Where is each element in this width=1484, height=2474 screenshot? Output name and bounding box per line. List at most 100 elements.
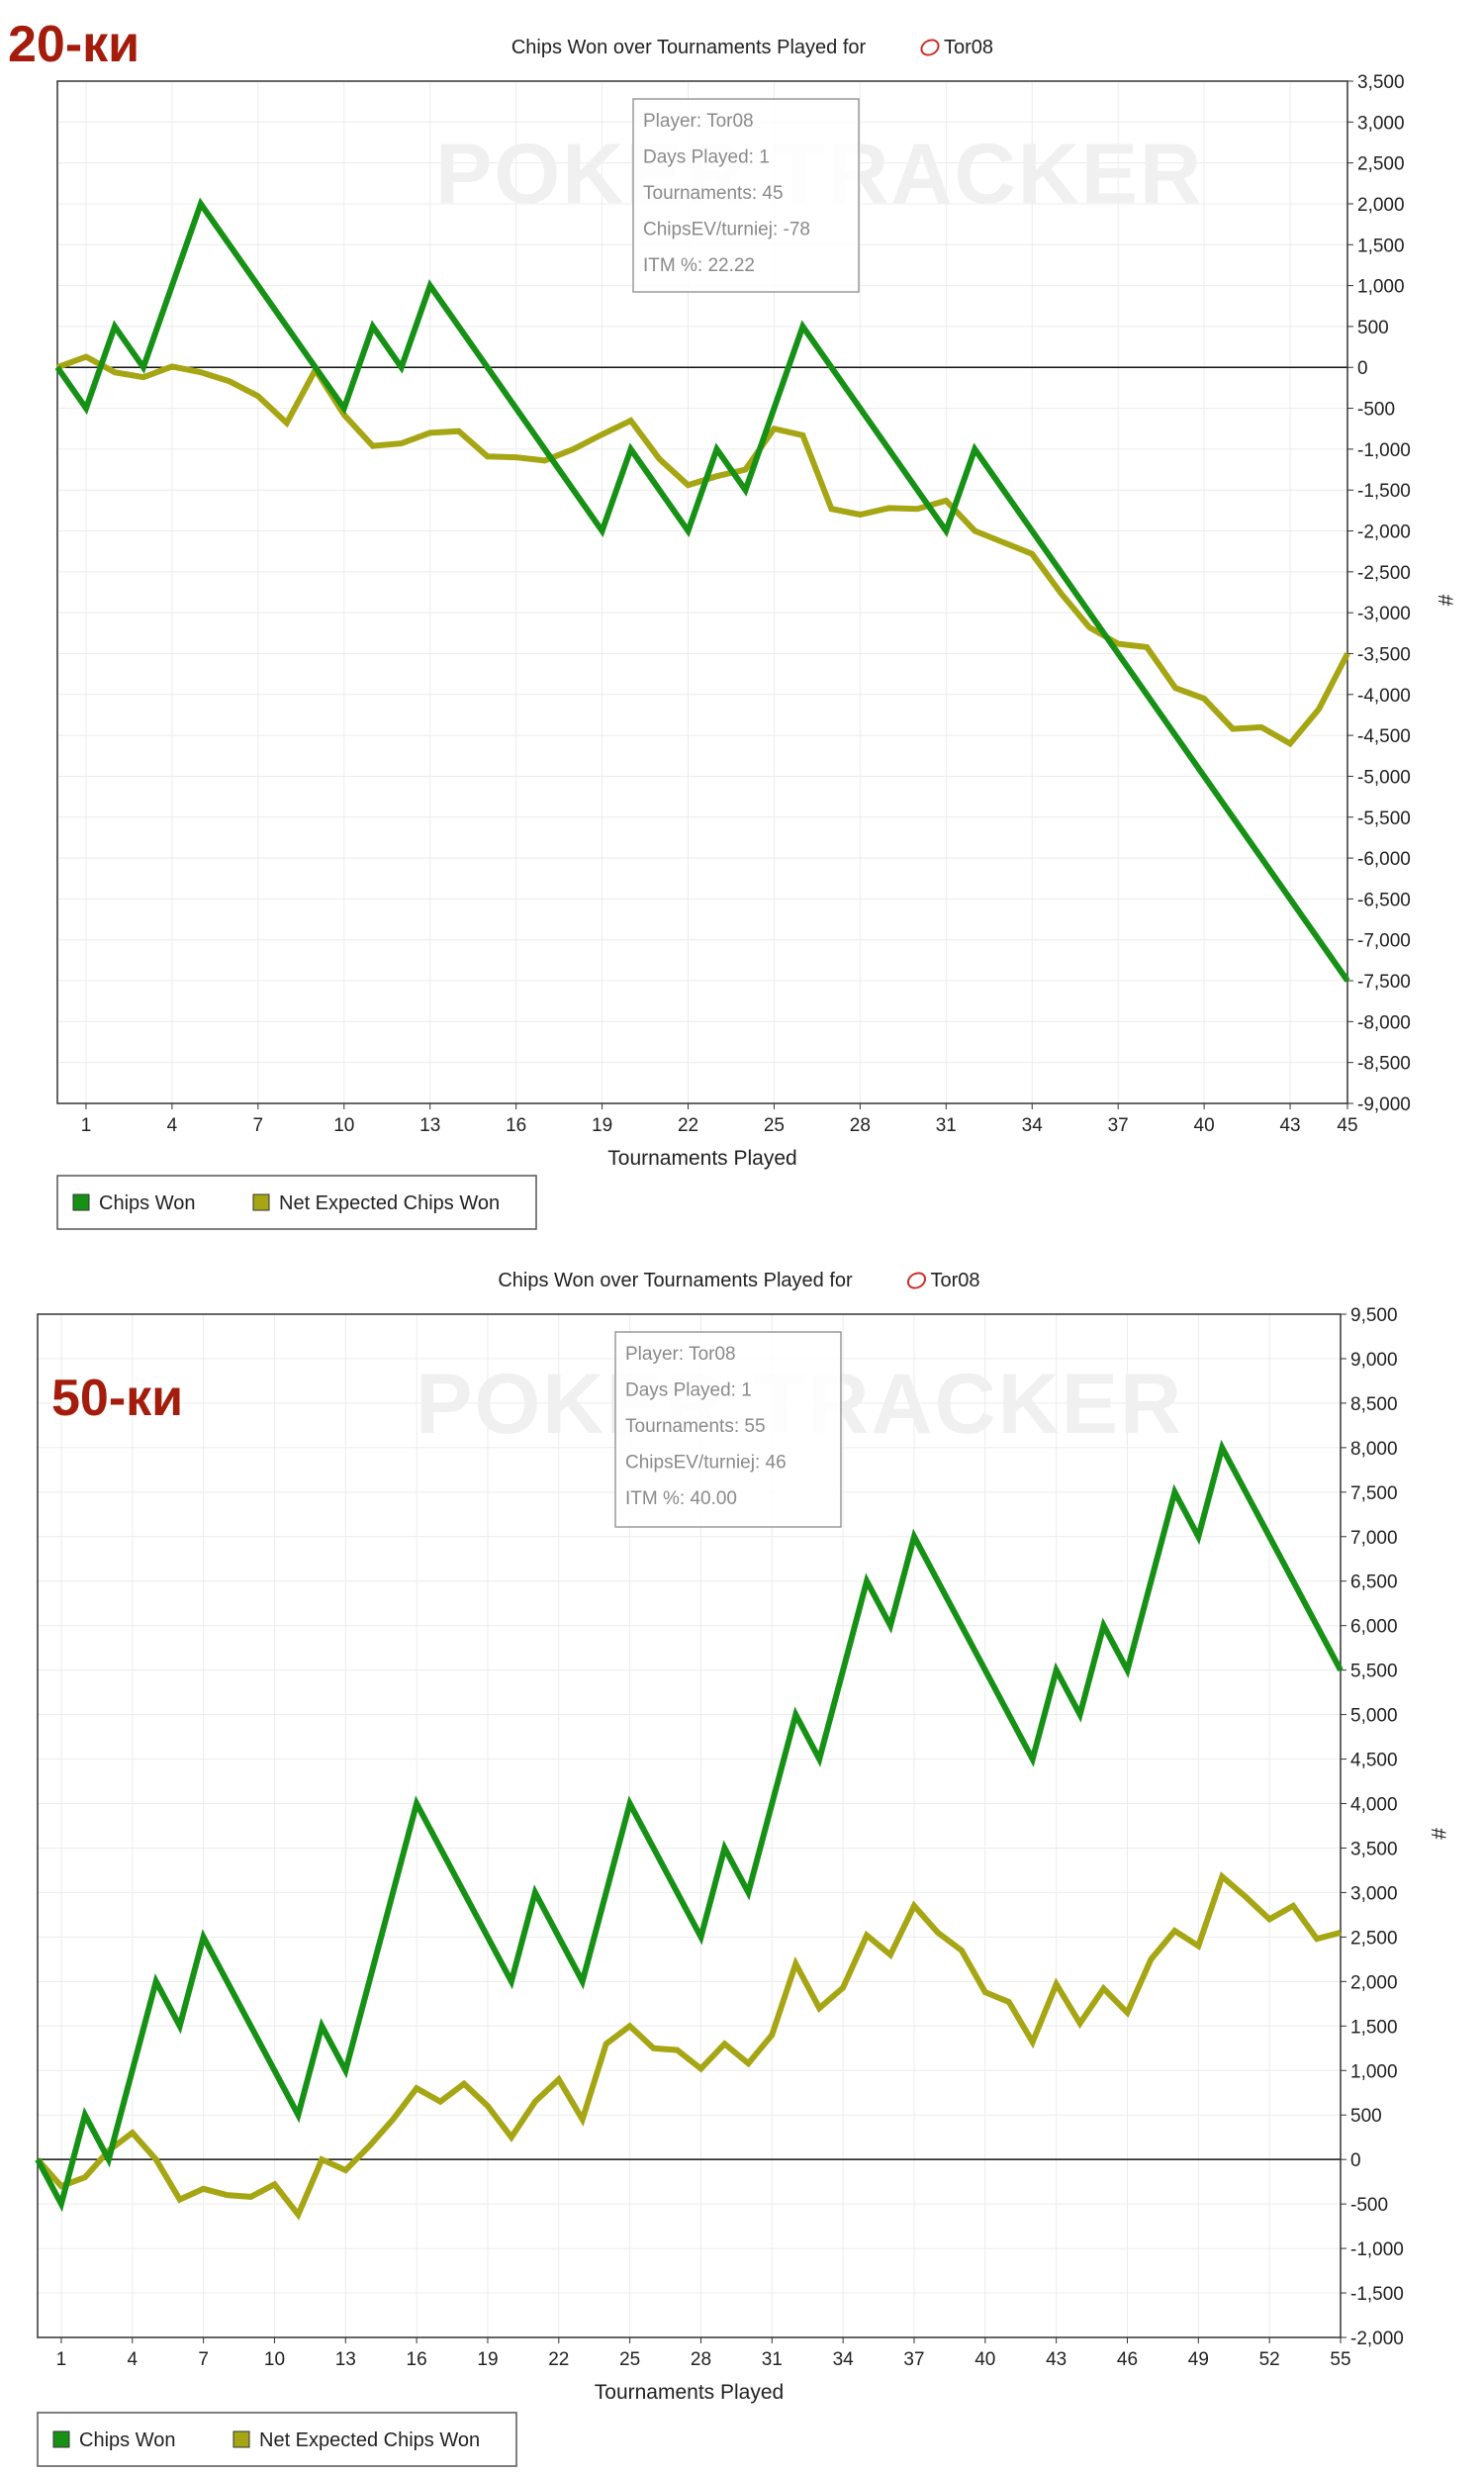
x-tick-label: 16	[407, 2349, 427, 2370]
y-tick-label: -8,000	[1357, 1012, 1411, 1033]
y-tick-label: -3,500	[1357, 644, 1411, 665]
legend-box	[56, 1175, 537, 1230]
x-tick-label: 46	[1117, 2349, 1138, 2370]
y-tick-label: -1,500	[1357, 481, 1411, 502]
x-axis-title: Tournaments Played	[595, 2381, 784, 2404]
legend-box	[37, 2412, 517, 2467]
stats-tooltip: Player: Tor08 Days Played: 1 Tournaments: …	[632, 98, 860, 293]
series-line-net-expected-chips-won	[55, 353, 1350, 748]
tooltip-line: Tournaments: 45	[643, 183, 784, 204]
x-tick-label: 4	[167, 1115, 178, 1136]
plot-frame	[56, 80, 1348, 1104]
x-tick-label: 31	[762, 2349, 783, 2370]
y-tick-label: -6,500	[1357, 890, 1411, 910]
y-tick-label: -8,500	[1357, 1054, 1411, 1075]
y-tick-label: -1,500	[1350, 2284, 1404, 2305]
y-tick-label: 7,000	[1350, 1528, 1398, 1549]
x-tick-label: 49	[1188, 2349, 1209, 2370]
legend-item-net-expected-chips-won-swatch	[252, 1193, 270, 1211]
tooltip-line: ChipsEV/turniej: 46	[625, 1453, 787, 1474]
tooltip-box	[632, 98, 860, 293]
y-tick-label: -4,500	[1357, 726, 1411, 747]
y-tick-label: 2,500	[1350, 1928, 1398, 1949]
x-tick-label: 22	[678, 1115, 698, 1136]
y-tick-label: 5,000	[1350, 1706, 1398, 1727]
chart-panel-2: Chips Won over Tournaments Played for Tor…	[0, 1237, 1484, 2474]
tooltip-line: Tournaments: 55	[625, 1416, 766, 1437]
y-tick-label: 500	[1357, 318, 1389, 338]
x-tick-label: 22	[548, 2349, 569, 2370]
x-tick-label: 7	[253, 1115, 264, 1136]
x-tick-label: 25	[619, 2349, 640, 2370]
tooltip-line: ITM %: 40.00	[625, 1488, 737, 1509]
y-axis-title: #	[1427, 1828, 1449, 1840]
y-tick-label: -500	[1357, 400, 1395, 421]
x-tick-label: 34	[1022, 1115, 1044, 1136]
y-tick-label: 1,000	[1357, 277, 1405, 298]
x-tick-label: 55	[1330, 2349, 1350, 2370]
legend: Chips Won Net Expected Chips Won	[37, 2412, 517, 2467]
x-axis: 1 4 7 10 13 16 19 22 25 28 31 34 37 40 43 45	[81, 1103, 1358, 1136]
player-name: Tor08	[931, 1270, 980, 1291]
y-tick-label: -6,000	[1357, 849, 1411, 870]
corner-label: 20-ки	[8, 16, 139, 73]
x-tick-label: 4	[127, 2349, 138, 2370]
x-tick-label: 13	[335, 2349, 356, 2370]
y-axis: -9,000 -8,500 -8,000 -7,500 -7,000 -6,500 -6,0…	[1347, 72, 1411, 1115]
legend: Chips Won Net Expected Chips Won	[56, 1175, 537, 1230]
y-tick-label: -9,000	[1357, 1094, 1411, 1115]
y-tick-label: 3,000	[1350, 1883, 1398, 1904]
x-tick-label: 10	[264, 2349, 285, 2370]
tooltip-line: ITM %: 22.22	[643, 255, 755, 276]
y-axis: -2,000 -1,500 -1,000 -500 0 500 1,000 1,500 2,00…	[1341, 1305, 1404, 2349]
x-tick-label: 19	[477, 2349, 498, 2370]
y-tick-label: 5,500	[1350, 1662, 1398, 1682]
x-tick-label: 13	[419, 1115, 440, 1136]
y-tick-label: 3,500	[1357, 72, 1405, 93]
y-tick-label: -5,000	[1357, 767, 1411, 788]
legend-item-net-expected-chips-won-label: Net Expected Chips Won	[259, 2429, 480, 2451]
x-tick-label: 16	[506, 1115, 526, 1136]
legend-item-chips-won-swatch	[72, 1193, 90, 1211]
legend-item-net-expected-chips-won-swatch	[232, 2430, 250, 2448]
chart-title: Chips Won over Tournaments Played for	[511, 37, 867, 58]
x-tick-label: 34	[833, 2349, 855, 2370]
x-tick-label: 28	[850, 1115, 871, 1136]
x-tick-label: 31	[936, 1115, 957, 1136]
chart-title: Chips Won over Tournaments Played for	[498, 1270, 853, 1291]
x-tick-label: 10	[333, 1115, 354, 1136]
y-tick-label: -3,000	[1357, 604, 1411, 624]
x-tick-label: 1	[56, 2349, 67, 2370]
y-tick-label: 0	[1357, 358, 1368, 379]
y-tick-label: -500	[1350, 2195, 1388, 2216]
y-tick-label: 1,000	[1350, 2061, 1398, 2082]
y-tick-label: 2,500	[1357, 154, 1405, 175]
y-tick-label: -4,000	[1357, 686, 1411, 707]
y-tick-label: 9,500	[1350, 1305, 1398, 1326]
y-tick-label: -7,000	[1357, 931, 1411, 952]
x-tick-label: 28	[691, 2349, 711, 2370]
y-tick-label: 1,500	[1357, 236, 1405, 256]
y-tick-label: -1,000	[1357, 440, 1411, 461]
tooltip-line: Days Played: 1	[625, 1380, 752, 1401]
x-tick-label: 45	[1337, 1115, 1357, 1136]
y-tick-label: 4,000	[1350, 1795, 1398, 1816]
tooltip-line: Days Played: 1	[643, 147, 770, 168]
series-line-chips-won	[35, 1439, 1344, 2213]
tooltip-line: ChipsEV/turniej: -78	[643, 220, 810, 240]
y-tick-label: -1,000	[1350, 2239, 1404, 2260]
y-tick-label: 2,000	[1357, 195, 1405, 216]
y-tick-label: -7,500	[1357, 972, 1411, 993]
corner-label: 50-ки	[51, 1370, 183, 1427]
y-tick-label: -2,500	[1357, 563, 1411, 584]
x-tick-label: 43	[1046, 2349, 1067, 2370]
x-tick-label: 1	[81, 1115, 92, 1136]
plot-frame	[37, 1313, 1342, 2338]
y-tick-label: -2,000	[1357, 523, 1411, 543]
y-tick-label: 9,000	[1350, 1350, 1398, 1371]
tooltip-box	[614, 1331, 842, 1528]
legend-item-chips-won-swatch	[52, 2430, 70, 2448]
y-tick-label: 2,000	[1350, 1972, 1398, 1993]
y-tick-label: 8,000	[1350, 1439, 1398, 1460]
x-tick-label: 52	[1259, 2349, 1280, 2370]
